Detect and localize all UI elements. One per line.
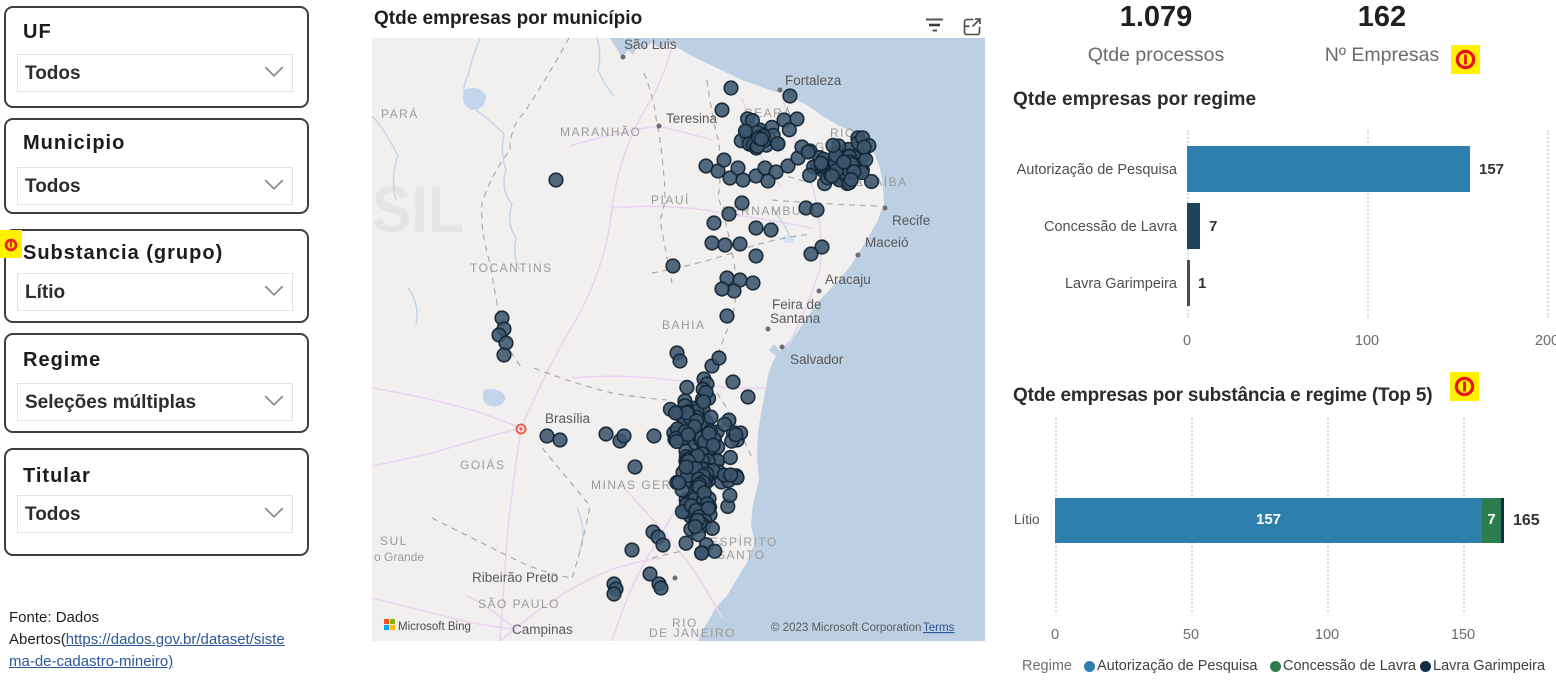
svg-text:GOIÁS: GOIÁS (460, 457, 506, 472)
svg-text:Brasília: Brasília (545, 411, 591, 426)
svg-text:São Luis: São Luis (624, 38, 677, 52)
svg-text:© 2023 Microsoft Corporation: © 2023 Microsoft Corporation (771, 622, 921, 634)
svg-text:MINAS GERAIS: MINAS GERAIS (591, 478, 696, 492)
svg-text:Maceió: Maceió (865, 235, 909, 250)
svg-text:SIL: SIL (372, 172, 464, 246)
svg-text:Microsoft Bing: Microsoft Bing (398, 621, 471, 633)
svg-text:Aracaju: Aracaju (825, 272, 871, 287)
svg-text:PIAUÍ: PIAUÍ (651, 192, 690, 207)
svg-text:RIO: RIO (830, 126, 856, 140)
svg-text:SÃO PAULO: SÃO PAULO (478, 597, 560, 611)
svg-text:Santana: Santana (770, 311, 821, 326)
svg-text:o Grande: o Grande (374, 550, 424, 564)
svg-text:DE JANEIRO: DE JANEIRO (649, 626, 736, 640)
svg-text:MARANHÃO: MARANHÃO (560, 125, 641, 139)
svg-text:SANTO: SANTO (717, 548, 766, 562)
svg-text:Recife: Recife (892, 213, 930, 228)
svg-text:BAHIA: BAHIA (662, 318, 706, 332)
svg-text:SUL: SUL (380, 534, 408, 548)
svg-text:Campinas: Campinas (512, 622, 573, 637)
svg-text:Teresina: Teresina (666, 111, 718, 126)
svg-text:Salvador: Salvador (790, 352, 844, 367)
svg-text:TOCANTINS: TOCANTINS (470, 261, 553, 275)
svg-text:Fortaleza: Fortaleza (785, 73, 842, 88)
svg-text:ESPÍRITO: ESPÍRITO (710, 534, 778, 549)
svg-text:RIO: RIO (672, 616, 698, 630)
svg-text:Feira de: Feira de (772, 297, 822, 312)
svg-text:Ribeirão Preto: Ribeirão Preto (472, 570, 558, 585)
svg-text:Terms: Terms (923, 622, 955, 634)
svg-text:PARÁ: PARÁ (381, 106, 419, 121)
